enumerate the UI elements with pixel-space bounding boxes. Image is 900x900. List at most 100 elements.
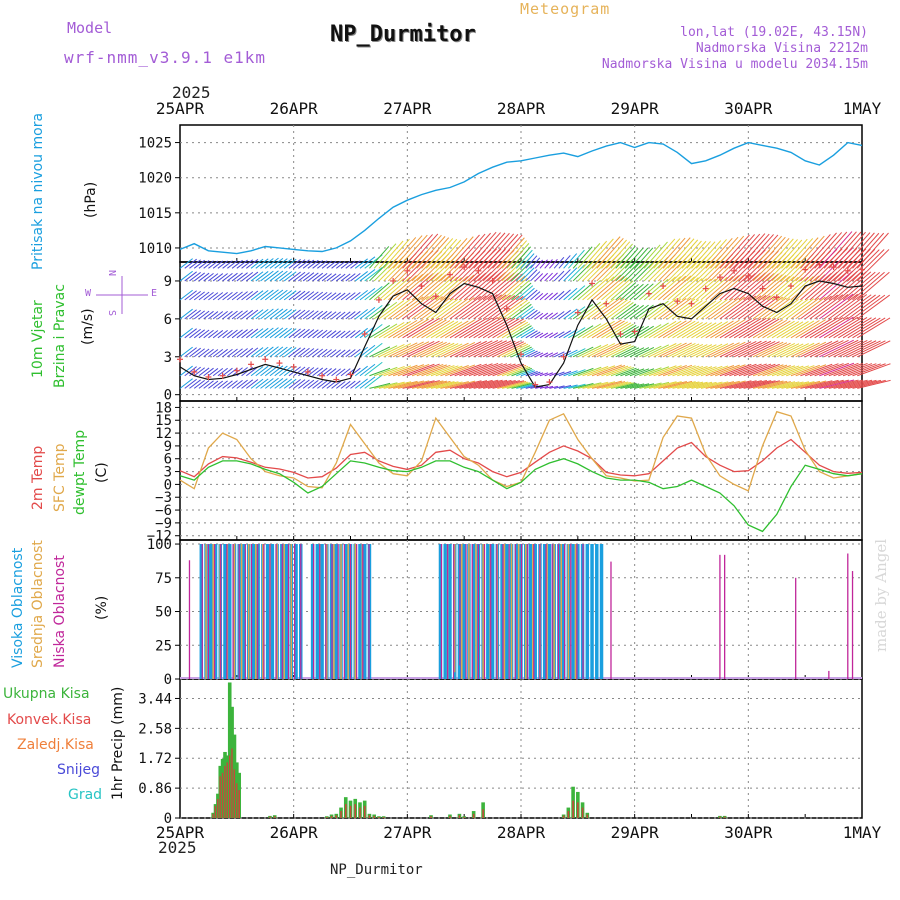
wind-arrow-11-2-0 <box>345 380 356 389</box>
wind-arrow-25-0-1 <box>535 372 544 377</box>
wind-arrow-19-0-0 <box>449 380 482 389</box>
wind-arrow-3-1-1 <box>227 367 238 377</box>
wind-arrow-44-2-0 <box>814 379 850 389</box>
wind-arrow-33-0-0 <box>648 381 677 389</box>
wind-arrow-42-0-1 <box>776 365 804 377</box>
wind-arrow-38-1-4 <box>724 295 757 320</box>
wind-arrow-20-2-2 <box>473 340 507 358</box>
wind-arrow-28-2-2 <box>587 343 616 358</box>
wind-arrow-24-2-6 <box>530 271 541 282</box>
wind-arrow-3-0-2 <box>222 348 233 358</box>
wind-arrow-2-2-6 <box>217 273 228 282</box>
wind-arrow-0-2-6 <box>189 271 201 282</box>
wind-arrow-11-0-2 <box>335 349 346 358</box>
wind-arrow-17-0-2 <box>421 342 451 358</box>
wind-arrow-25-0-6 <box>534 273 544 282</box>
wind-arrow-29-0-2 <box>591 341 622 358</box>
wind-arrow-8-0-7 <box>293 259 306 269</box>
wind-arrow-45-2-5 <box>828 271 863 301</box>
wind-arrow-47-0-0 <box>847 379 882 389</box>
wind-arrow-47-0-2 <box>847 340 881 358</box>
wind-arrow-14-1-2 <box>383 343 412 358</box>
wind-arrow-47-1-3 <box>852 317 886 339</box>
wind-arrow-27-2-7 <box>572 246 593 269</box>
wind-arrow-28-2-0 <box>587 381 616 389</box>
wind-arrow-38-1-5 <box>724 272 756 301</box>
wind-arrow-44-0-2 <box>804 340 839 358</box>
wind-arrow-5-1-1 <box>255 365 269 377</box>
wind-arrow-9-2-5 <box>317 291 328 301</box>
wind-arrow-33-1-7 <box>653 238 681 269</box>
wind-arrow-44-0-3 <box>804 317 839 339</box>
wind-arrow-27-1-0 <box>568 383 586 389</box>
wind-arrow-6-1-7 <box>269 258 284 269</box>
wind-arrow-17-1-0 <box>426 381 455 389</box>
wind-arrow-16-2-2 <box>416 341 447 358</box>
wind-arrow-8-1-2 <box>298 347 310 358</box>
wind-arrow-42-1-0 <box>781 381 810 389</box>
wind-arrow-4-1-6 <box>241 271 254 282</box>
wind-arrow-28-2-5 <box>586 276 615 301</box>
wind-arrow-46-0-7 <box>833 231 866 269</box>
wind-arrow-18-1-2 <box>440 342 469 358</box>
wind-arrow-43-0-1 <box>790 364 820 377</box>
y-tick-label-precip-0: 0 <box>164 811 172 827</box>
precip-conv-bar-35 <box>572 800 574 818</box>
wind-arrow-16-0-3 <box>407 317 440 339</box>
wind-arrow-44-2-2 <box>814 339 849 358</box>
wind-arrow-25-2-7 <box>544 259 553 269</box>
wind-arrow-23-1-5 <box>511 282 532 301</box>
wind-arrow-0-0-5 <box>179 289 193 301</box>
wind-arrow-8-0-1 <box>293 366 306 377</box>
wind-arrow-6-1-6 <box>269 270 284 282</box>
wind-arrow-13-2-4 <box>373 301 398 320</box>
wind-arrow-44-1-3 <box>809 317 844 339</box>
cloud-ylabel-low: Niska Oblacnost <box>52 555 68 668</box>
wind-arrow-7-1-6 <box>283 271 297 282</box>
wind-arrow-35-2-5 <box>686 278 712 301</box>
wind-arrow-32-2-7 <box>643 241 668 269</box>
wind-arrow-43-2-4 <box>800 295 832 320</box>
wind-arrow-10-1-5 <box>326 292 337 301</box>
wind-arrow-16-2-0 <box>416 380 448 389</box>
wind-arrow-6-2-6 <box>274 270 288 282</box>
wind-arrow-39-2-0 <box>743 380 776 389</box>
precip-conv-bar-5 <box>224 765 226 818</box>
y-tick-label-cloud-4: 100 <box>147 537 172 553</box>
wind-arrow-25-0-3 <box>534 332 544 339</box>
wind-arrow-35-2-7 <box>686 241 711 269</box>
wind-arrow-16-1-2 <box>411 341 444 358</box>
wind-arrow-15-0-1 <box>392 364 425 377</box>
wind-arrow-24-2-3 <box>530 331 541 339</box>
wind-arrow-8-2-4 <box>302 310 315 320</box>
wind-arrow-11-0-3 <box>335 330 346 339</box>
wind-arrow-11-2-5 <box>345 292 356 301</box>
wind-arrow-13-1-1 <box>369 367 391 377</box>
wind-arrow-0-1-6 <box>184 271 197 282</box>
wind-arrow-10-0-2 <box>321 349 332 358</box>
wind-arrow-17-0-4 <box>421 297 451 320</box>
wind-arrow-40-0-5 <box>748 273 780 301</box>
wind-arrow-15-1-5 <box>397 273 429 301</box>
wind-arrow-1-2-3 <box>203 329 214 339</box>
wind-arrow-23-2-3 <box>516 327 534 339</box>
precip-conv-bar-4 <box>221 772 224 818</box>
wind-arrow-1-1-5 <box>198 291 210 301</box>
wind-arrow-13-0-0 <box>364 374 383 389</box>
wind-arrow-20-1-1 <box>468 363 503 377</box>
wind-arrow-25-1-6 <box>539 272 549 282</box>
wind-arrow-39-2-4 <box>743 295 776 320</box>
wind-arrow-1-1-6 <box>198 272 210 282</box>
precip-conv-bar-39 <box>719 816 721 818</box>
model-elevation-label: Nadmorska Visina u modelu 2034.15m <box>601 57 868 72</box>
wind-arrow-25-1-1 <box>539 372 549 377</box>
wind-arrow-45-2-2 <box>828 339 863 358</box>
precip-conv-bar-2 <box>217 798 219 818</box>
wind-arrow-31-2-7 <box>629 247 649 269</box>
wind-arrow-33-2-3 <box>658 320 687 339</box>
wind-arrow-40-2-5 <box>757 275 787 301</box>
wind-arrow-3-0-7 <box>222 260 233 269</box>
wind-arrow-35-0-2 <box>677 343 704 358</box>
precip-conv-bar-1 <box>214 805 217 818</box>
wind-arrow-17-1-7 <box>425 238 454 269</box>
